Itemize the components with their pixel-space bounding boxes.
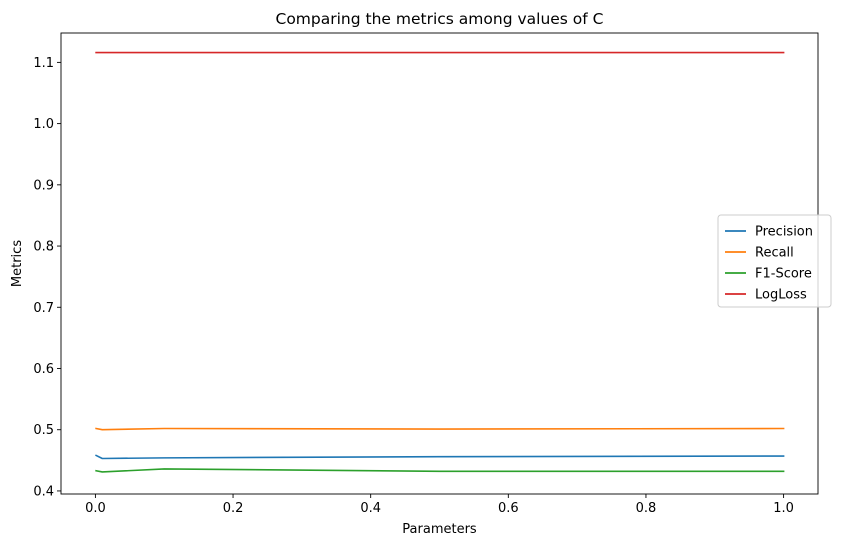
plot-area xyxy=(60,32,819,495)
y-axis: 0.4 0.5 0.6 0.7 0.8 0.9 1.0 1.1 xyxy=(33,56,61,499)
legend-label: F1-Score xyxy=(755,267,812,282)
axes-frame xyxy=(60,32,819,495)
x-axis-label: Parameters xyxy=(402,522,477,537)
chart-title: Comparing the metrics among values of C xyxy=(276,10,604,28)
y-tick-label: 1.1 xyxy=(33,56,54,71)
series-line-precision xyxy=(95,454,785,460)
legend-label: LogLoss xyxy=(755,288,807,303)
y-tick-label: 0.8 xyxy=(33,240,54,255)
y-tick-label: 0.5 xyxy=(33,423,54,438)
legend-label: Recall xyxy=(755,246,794,261)
y-tick-label: 1.0 xyxy=(33,117,54,132)
series-line-f1-score xyxy=(95,468,785,473)
x-tick-label: 0.0 xyxy=(85,501,106,516)
x-tick-label: 0.6 xyxy=(498,501,519,516)
y-tick-label: 0.6 xyxy=(33,362,54,377)
x-tick-label: 0.8 xyxy=(636,501,657,516)
y-tick-label: 0.9 xyxy=(33,178,54,193)
x-tick-label: 0.4 xyxy=(360,501,381,516)
series-line-recall xyxy=(95,427,785,431)
legend-label: Precision xyxy=(755,225,813,240)
x-axis: 0.0 0.2 0.4 0.6 0.8 1.0 xyxy=(85,494,794,516)
y-axis-label: Metrics xyxy=(10,240,25,287)
legend: Precision Recall F1-Score LogLoss xyxy=(717,214,832,308)
legend-box xyxy=(717,214,832,308)
y-tick-label: 0.7 xyxy=(33,301,54,316)
x-tick-label: 1.0 xyxy=(773,501,794,516)
y-tick-label: 0.4 xyxy=(33,484,54,499)
x-tick-label: 0.2 xyxy=(223,501,244,516)
